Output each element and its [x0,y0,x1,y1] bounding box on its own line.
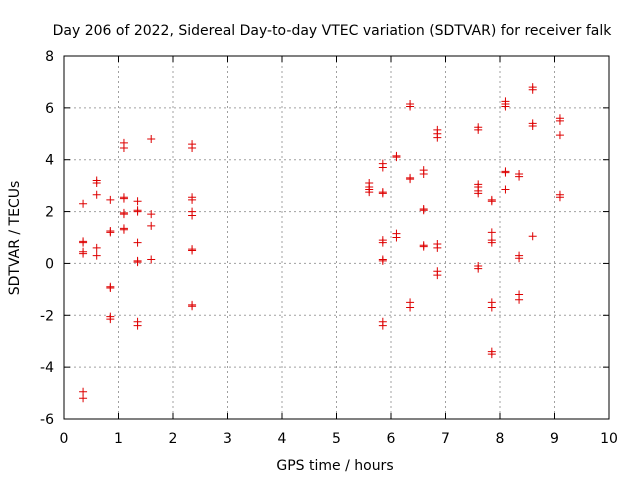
data-point [365,188,374,197]
grid [64,56,609,419]
data-point [378,321,387,330]
x-tick-label: 9 [550,431,559,447]
data-point [433,271,442,280]
data-point [188,246,197,255]
data-point [419,169,428,178]
data-point [147,210,156,219]
data-point [119,225,128,234]
data-point [406,102,415,111]
y-tick-label: 6 [45,101,54,117]
data-point [406,303,415,312]
y-tick-label: 2 [45,205,54,221]
data-point [487,197,496,206]
data-point [528,122,537,131]
x-tick-label: 8 [496,431,505,447]
data-points [79,83,564,403]
data-point [433,133,442,142]
data-point [106,284,115,293]
data-point [133,207,142,216]
data-point [501,102,510,111]
y-tick-label: -2 [40,308,54,324]
data-point [487,238,496,247]
x-tick-label: 7 [441,431,450,447]
x-tick-label: 2 [169,431,178,447]
data-point [474,264,483,273]
x-tick-label: 6 [387,431,396,447]
data-point [433,243,442,252]
data-point [147,255,156,264]
y-tick-label: -4 [40,360,54,376]
data-point [419,242,428,251]
data-point [555,116,564,125]
data-point [119,144,128,153]
data-point [487,350,496,359]
data-point [378,189,387,198]
chart-title: Day 206 of 2022, Sidereal Day-to-day VTE… [53,23,613,39]
data-point [528,232,537,241]
data-point [106,228,115,237]
y-tick-label: -6 [40,412,54,428]
data-point [92,179,101,188]
data-point [487,303,496,312]
data-point [188,144,197,153]
x-tick-label: 0 [60,431,69,447]
data-point [79,249,88,258]
data-point [378,238,387,247]
data-point [406,175,415,184]
data-point [419,206,428,215]
data-point [515,254,524,263]
data-point [555,131,564,140]
y-tick-label: 8 [45,49,54,65]
data-point [392,153,401,162]
data-point [79,238,88,247]
data-point [92,243,101,252]
data-point [392,233,401,242]
data-point [378,163,387,172]
y-tick-label: 0 [45,256,54,272]
data-point [119,210,128,219]
data-point [555,193,564,202]
data-point [474,189,483,198]
data-point [79,394,88,403]
data-point [106,315,115,324]
data-point [92,190,101,199]
x-axis-title: GPS time / hours [276,458,393,474]
data-point [133,197,142,206]
data-point [133,258,142,267]
data-point [487,228,496,237]
data-point [133,238,142,247]
data-point [106,195,115,204]
data-point [79,199,88,208]
data-point [378,256,387,265]
data-point [515,295,524,304]
x-tick-label: 10 [600,431,618,447]
data-point [147,134,156,143]
data-point [188,211,197,220]
data-point [528,85,537,94]
data-point [147,221,156,230]
x-tick-label: 4 [278,431,287,447]
x-tick-label: 3 [223,431,232,447]
y-tick-label: 4 [45,153,54,169]
data-point [474,125,483,134]
data-point [501,185,510,194]
data-point [133,321,142,330]
data-point [119,194,128,203]
data-point [188,195,197,204]
y-axis-title: SDTVAR / TECUs [7,181,23,296]
data-point [92,251,101,260]
data-point [188,302,197,311]
data-point [501,168,510,177]
data-point [515,172,524,181]
x-tick-label: 1 [114,431,123,447]
axis-ticks: 0 1 2 3 4 5 6 7 8 9 10 -6 -4 -2 0 2 4 6 8 [40,49,618,447]
x-tick-label: 5 [332,431,341,447]
